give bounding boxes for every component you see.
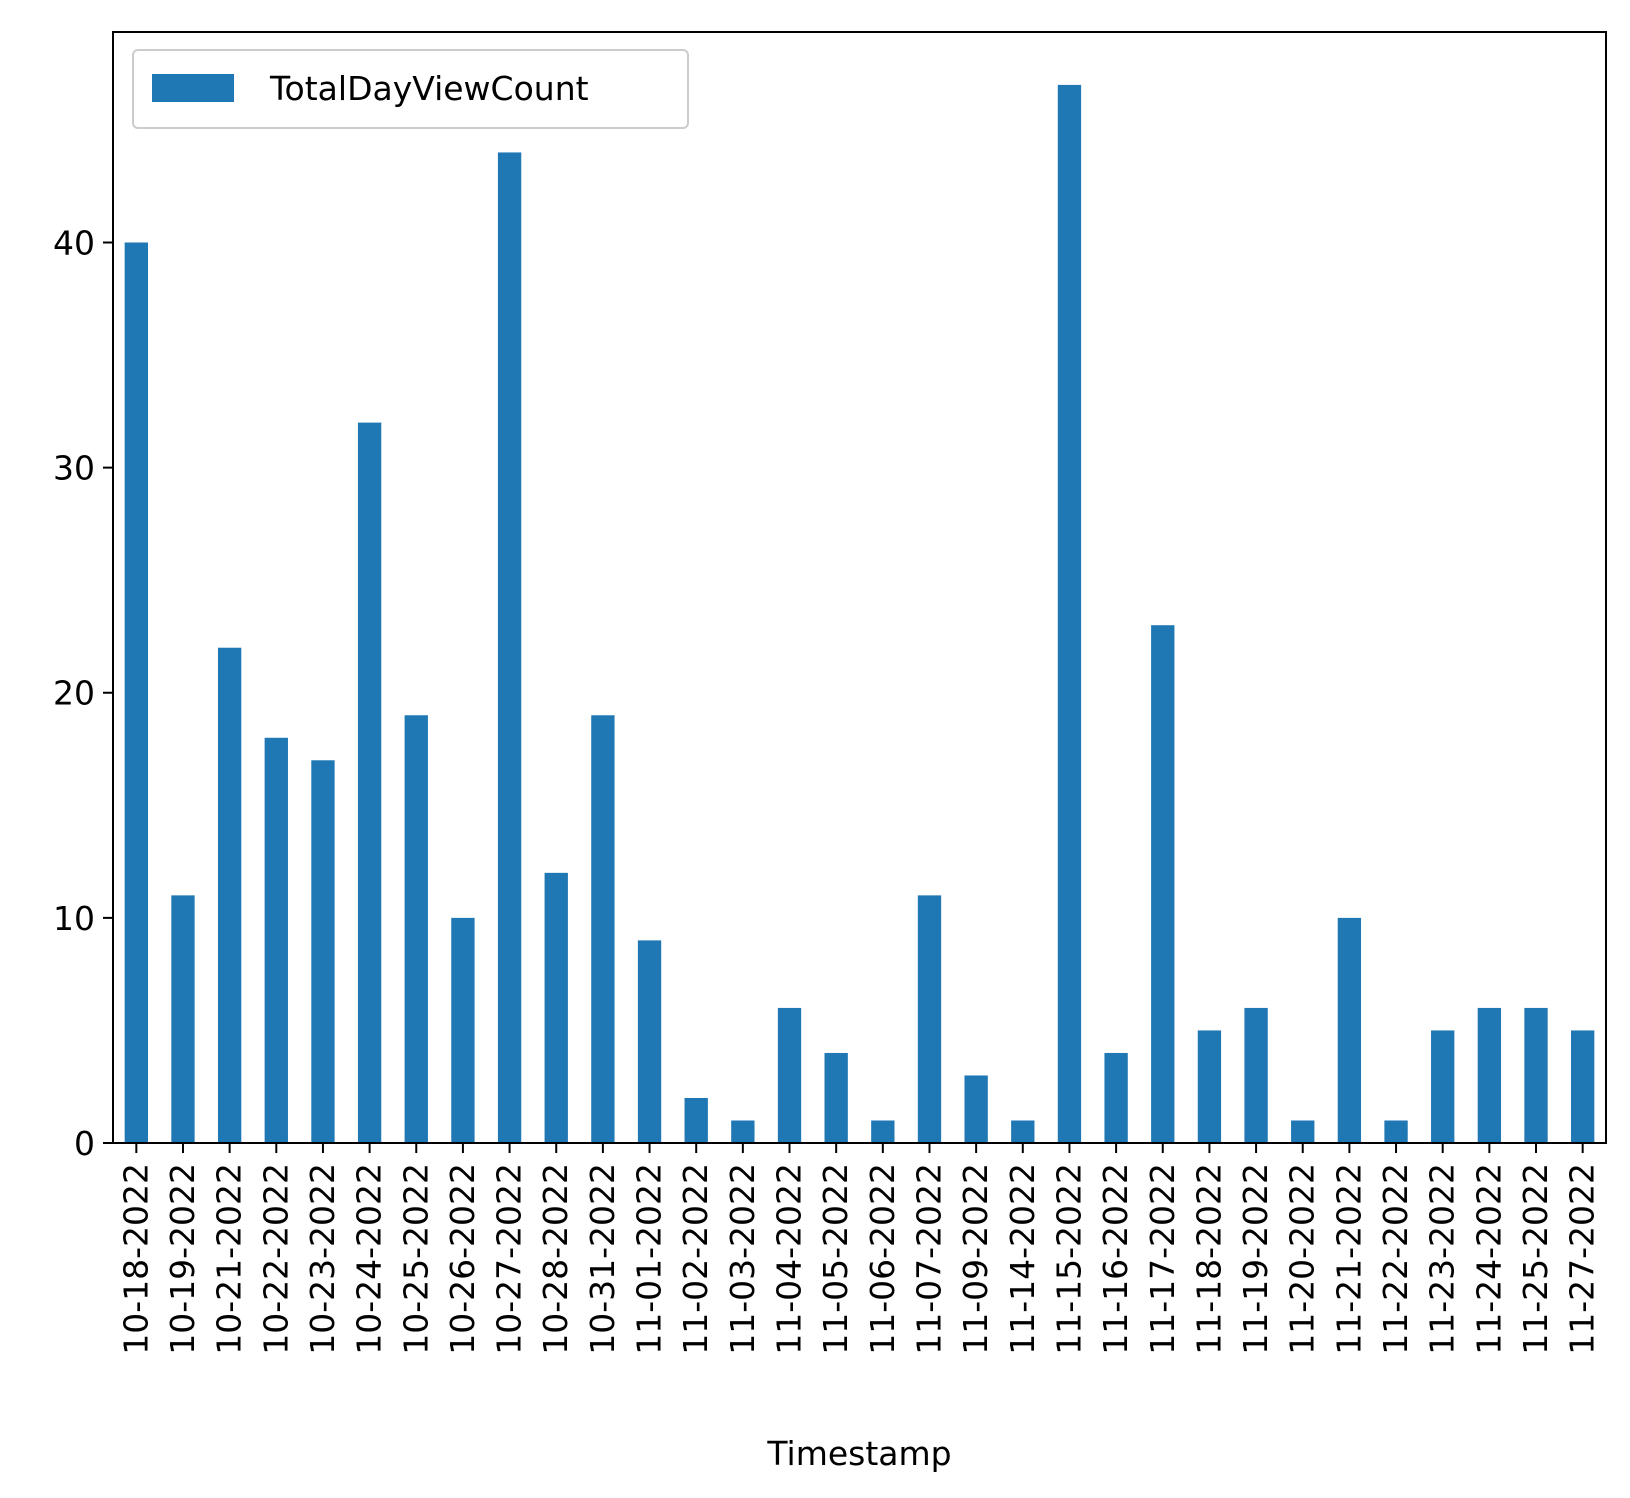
bar-10-22-2022 bbox=[264, 737, 288, 1143]
bars-group bbox=[124, 84, 1595, 1143]
bar-11-19-2022 bbox=[1244, 1007, 1268, 1143]
bar-10-21-2022 bbox=[217, 647, 242, 1143]
x-tick-label: 10-22-2022 bbox=[256, 1163, 295, 1355]
x-tick-label: 11-15-2022 bbox=[1049, 1163, 1088, 1355]
x-tick-label: 11-01-2022 bbox=[630, 1163, 669, 1355]
bar-11-04-2022 bbox=[777, 1007, 802, 1143]
x-tick-label: 11-20-2022 bbox=[1283, 1163, 1322, 1355]
bar-10-23-2022 bbox=[311, 760, 335, 1143]
plot-frame bbox=[112, 31, 1607, 1144]
legend-label: TotalDayViewCount bbox=[269, 69, 589, 108]
x-tick-label: 11-16-2022 bbox=[1096, 1163, 1135, 1355]
x-tick-label: 11-03-2022 bbox=[723, 1163, 762, 1355]
y-tick-label: 0 bbox=[74, 1124, 95, 1163]
x-tick-label: 10-24-2022 bbox=[350, 1163, 389, 1355]
y-axis: 0 10 20 30 40 bbox=[53, 223, 113, 1163]
x-tick-label: 11-05-2022 bbox=[816, 1163, 855, 1355]
x-tick-label: 10-21-2022 bbox=[210, 1163, 249, 1355]
x-tick-label: 10-31-2022 bbox=[583, 1163, 622, 1355]
x-tick-label: 10-25-2022 bbox=[396, 1163, 435, 1355]
x-tick-label: 11-23-2022 bbox=[1423, 1163, 1462, 1355]
bar-10-31-2022 bbox=[591, 715, 615, 1143]
bar-10-19-2022 bbox=[171, 895, 195, 1143]
bar-11-06-2022 bbox=[871, 1120, 895, 1143]
bar-11-01-2022 bbox=[637, 940, 662, 1143]
bar-11-09-2022 bbox=[964, 1075, 988, 1143]
x-tick-label: 11-14-2022 bbox=[1003, 1163, 1042, 1355]
x-tick-label: 10-18-2022 bbox=[116, 1163, 155, 1355]
bar-11-17-2022 bbox=[1151, 625, 1175, 1143]
bar-11-16-2022 bbox=[1104, 1052, 1128, 1143]
x-tick-label: 11-27-2022 bbox=[1563, 1163, 1602, 1355]
y-tick-label: 20 bbox=[53, 674, 95, 713]
bar-10-25-2022 bbox=[404, 715, 428, 1143]
y-tick-label: 10 bbox=[53, 899, 95, 938]
x-tick-label: 11-04-2022 bbox=[770, 1163, 809, 1355]
x-tick-label: 11-09-2022 bbox=[956, 1163, 995, 1355]
x-axis: 10-18-2022 10-19-2022 10-21-2022 10-22-2022… bbox=[116, 1143, 1602, 1355]
x-tick-label: 11-19-2022 bbox=[1236, 1163, 1275, 1355]
legend-swatch bbox=[152, 74, 234, 102]
x-axis-title: Timestamp bbox=[766, 1434, 951, 1473]
x-tick-label: 11-24-2022 bbox=[1469, 1163, 1508, 1355]
x-tick-label: 11-18-2022 bbox=[1189, 1163, 1228, 1355]
bar-11-05-2022 bbox=[824, 1052, 848, 1143]
bar-10-24-2022 bbox=[357, 422, 382, 1143]
bar-11-22-2022 bbox=[1384, 1120, 1408, 1143]
x-tick-label: 11-17-2022 bbox=[1143, 1163, 1182, 1355]
x-tick-label: 11-21-2022 bbox=[1329, 1163, 1368, 1355]
bar-11-24-2022 bbox=[1477, 1007, 1502, 1143]
x-tick-label: 11-06-2022 bbox=[863, 1163, 902, 1355]
y-tick-label: 30 bbox=[53, 449, 95, 488]
bar-11-27-2022 bbox=[1571, 1030, 1595, 1143]
x-tick-label: 11-02-2022 bbox=[676, 1163, 715, 1355]
bar-11-21-2022 bbox=[1337, 917, 1362, 1143]
bar-10-28-2022 bbox=[544, 872, 568, 1143]
bar-11-07-2022 bbox=[917, 895, 942, 1143]
bar-11-15-2022 bbox=[1057, 84, 1082, 1143]
x-tick-label: 11-07-2022 bbox=[909, 1163, 948, 1355]
bar-10-18-2022 bbox=[124, 242, 148, 1143]
bar-10-27-2022 bbox=[497, 152, 522, 1143]
y-tick-label: 40 bbox=[53, 223, 95, 262]
x-tick-label: 10-23-2022 bbox=[303, 1163, 342, 1355]
bar-11-23-2022 bbox=[1431, 1030, 1455, 1143]
legend: TotalDayViewCount bbox=[132, 49, 689, 129]
x-tick-label: 10-28-2022 bbox=[536, 1163, 575, 1355]
x-tick-label: 10-26-2022 bbox=[443, 1163, 482, 1355]
x-tick-label: 10-27-2022 bbox=[490, 1163, 529, 1355]
x-tick-label: 11-25-2022 bbox=[1516, 1163, 1555, 1355]
x-tick-label: 10-19-2022 bbox=[163, 1163, 202, 1355]
bar-11-25-2022 bbox=[1524, 1007, 1548, 1143]
bar-10-26-2022 bbox=[451, 917, 475, 1143]
bar-11-18-2022 bbox=[1197, 1030, 1222, 1143]
bar-11-02-2022 bbox=[684, 1097, 708, 1143]
bar-11-14-2022 bbox=[1011, 1120, 1035, 1143]
bar-11-03-2022 bbox=[731, 1120, 755, 1143]
legend-box bbox=[132, 49, 689, 129]
x-tick-label: 11-22-2022 bbox=[1376, 1163, 1415, 1355]
bar-11-20-2022 bbox=[1291, 1120, 1315, 1143]
